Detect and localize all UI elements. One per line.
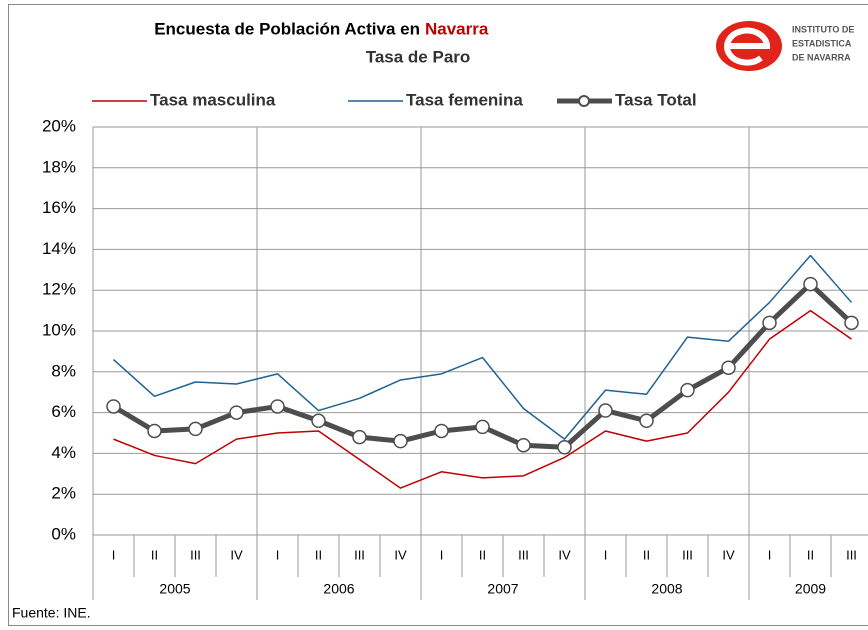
data-point bbox=[516, 437, 531, 453]
data-point bbox=[803, 276, 818, 292]
logo-text: ESTADISTICA bbox=[792, 38, 852, 48]
data-point bbox=[844, 315, 859, 331]
x-group-label: 2007 bbox=[487, 581, 518, 597]
series-line bbox=[113, 309, 852, 489]
x-tick-label: IV bbox=[722, 547, 735, 562]
x-group-label: 2006 bbox=[323, 581, 354, 597]
y-tick-label: 10% bbox=[42, 320, 76, 339]
x-tick-label: III bbox=[354, 547, 365, 562]
logo-letter bbox=[724, 27, 771, 66]
series-line bbox=[112, 254, 853, 440]
data-point bbox=[270, 399, 285, 414]
x-tick-label: III bbox=[518, 547, 529, 562]
legend-label: Tasa femenina bbox=[406, 90, 523, 109]
x-tick-label: I bbox=[768, 547, 772, 562]
data-point bbox=[598, 403, 613, 418]
x-tick-label: II bbox=[479, 547, 486, 562]
logo: INSTITUTO DE ESTADISTICA DE NAVARRA bbox=[716, 21, 854, 71]
x-tick-label: II bbox=[315, 547, 322, 562]
data-point bbox=[721, 360, 736, 375]
data-point bbox=[393, 433, 408, 449]
source-note: Fuente: INE. bbox=[12, 605, 91, 621]
x-group-label: 2005 bbox=[159, 581, 190, 597]
legend-label: Tasa Total bbox=[615, 90, 697, 109]
chart-subtitle: Tasa de Paro bbox=[366, 47, 471, 66]
y-tick-label: 0% bbox=[51, 524, 76, 543]
x-tick-label: I bbox=[276, 547, 280, 562]
y-tick-label: 2% bbox=[51, 484, 76, 503]
data-point bbox=[147, 423, 162, 439]
y-tick-label: 4% bbox=[51, 443, 76, 462]
logo-text: INSTITUTO DE bbox=[792, 24, 854, 34]
x-group-label: 2008 bbox=[651, 581, 682, 597]
x-tick-label: I bbox=[440, 547, 444, 562]
data-point bbox=[639, 413, 654, 429]
logo-text: DE NAVARRA bbox=[792, 52, 851, 62]
y-tick-label: 20% bbox=[42, 116, 76, 135]
x-tick-label: III bbox=[682, 547, 693, 562]
x-tick-label: IV bbox=[230, 547, 243, 562]
data-point bbox=[680, 382, 695, 398]
y-tick-label: 18% bbox=[42, 157, 76, 176]
data-point bbox=[352, 429, 367, 445]
x-tick-label: IV bbox=[558, 547, 571, 562]
y-tick-label: 14% bbox=[42, 239, 76, 258]
data-point bbox=[311, 413, 326, 429]
chart-title: Encuesta de Población Activa en bbox=[154, 19, 420, 38]
data-point bbox=[106, 399, 121, 414]
y-tick-label: 16% bbox=[42, 198, 76, 217]
x-tick-label: II bbox=[151, 547, 158, 562]
x-tick-label: III bbox=[846, 547, 857, 562]
x-group-label: 2009 bbox=[795, 581, 826, 597]
x-tick-label: II bbox=[643, 547, 650, 562]
data-point bbox=[434, 423, 449, 439]
data-point bbox=[557, 440, 572, 455]
chart-border bbox=[8, 4, 868, 626]
data-point bbox=[188, 421, 203, 437]
data-point bbox=[475, 419, 490, 435]
x-tick-label: III bbox=[190, 547, 201, 562]
y-tick-label: 12% bbox=[42, 280, 76, 299]
x-tick-label: II bbox=[807, 547, 814, 562]
legend-marker bbox=[578, 95, 590, 107]
legend-label: Tasa masculina bbox=[150, 90, 276, 109]
y-tick-label: 6% bbox=[51, 402, 76, 421]
y-tick-label: 8% bbox=[51, 361, 76, 380]
x-tick-label: IV bbox=[394, 547, 407, 562]
chart-title-highlight: Navarra bbox=[425, 19, 489, 38]
data-point bbox=[762, 315, 777, 331]
x-tick-label: I bbox=[604, 547, 608, 562]
x-tick-label: I bbox=[112, 547, 116, 562]
data-point bbox=[229, 405, 244, 420]
